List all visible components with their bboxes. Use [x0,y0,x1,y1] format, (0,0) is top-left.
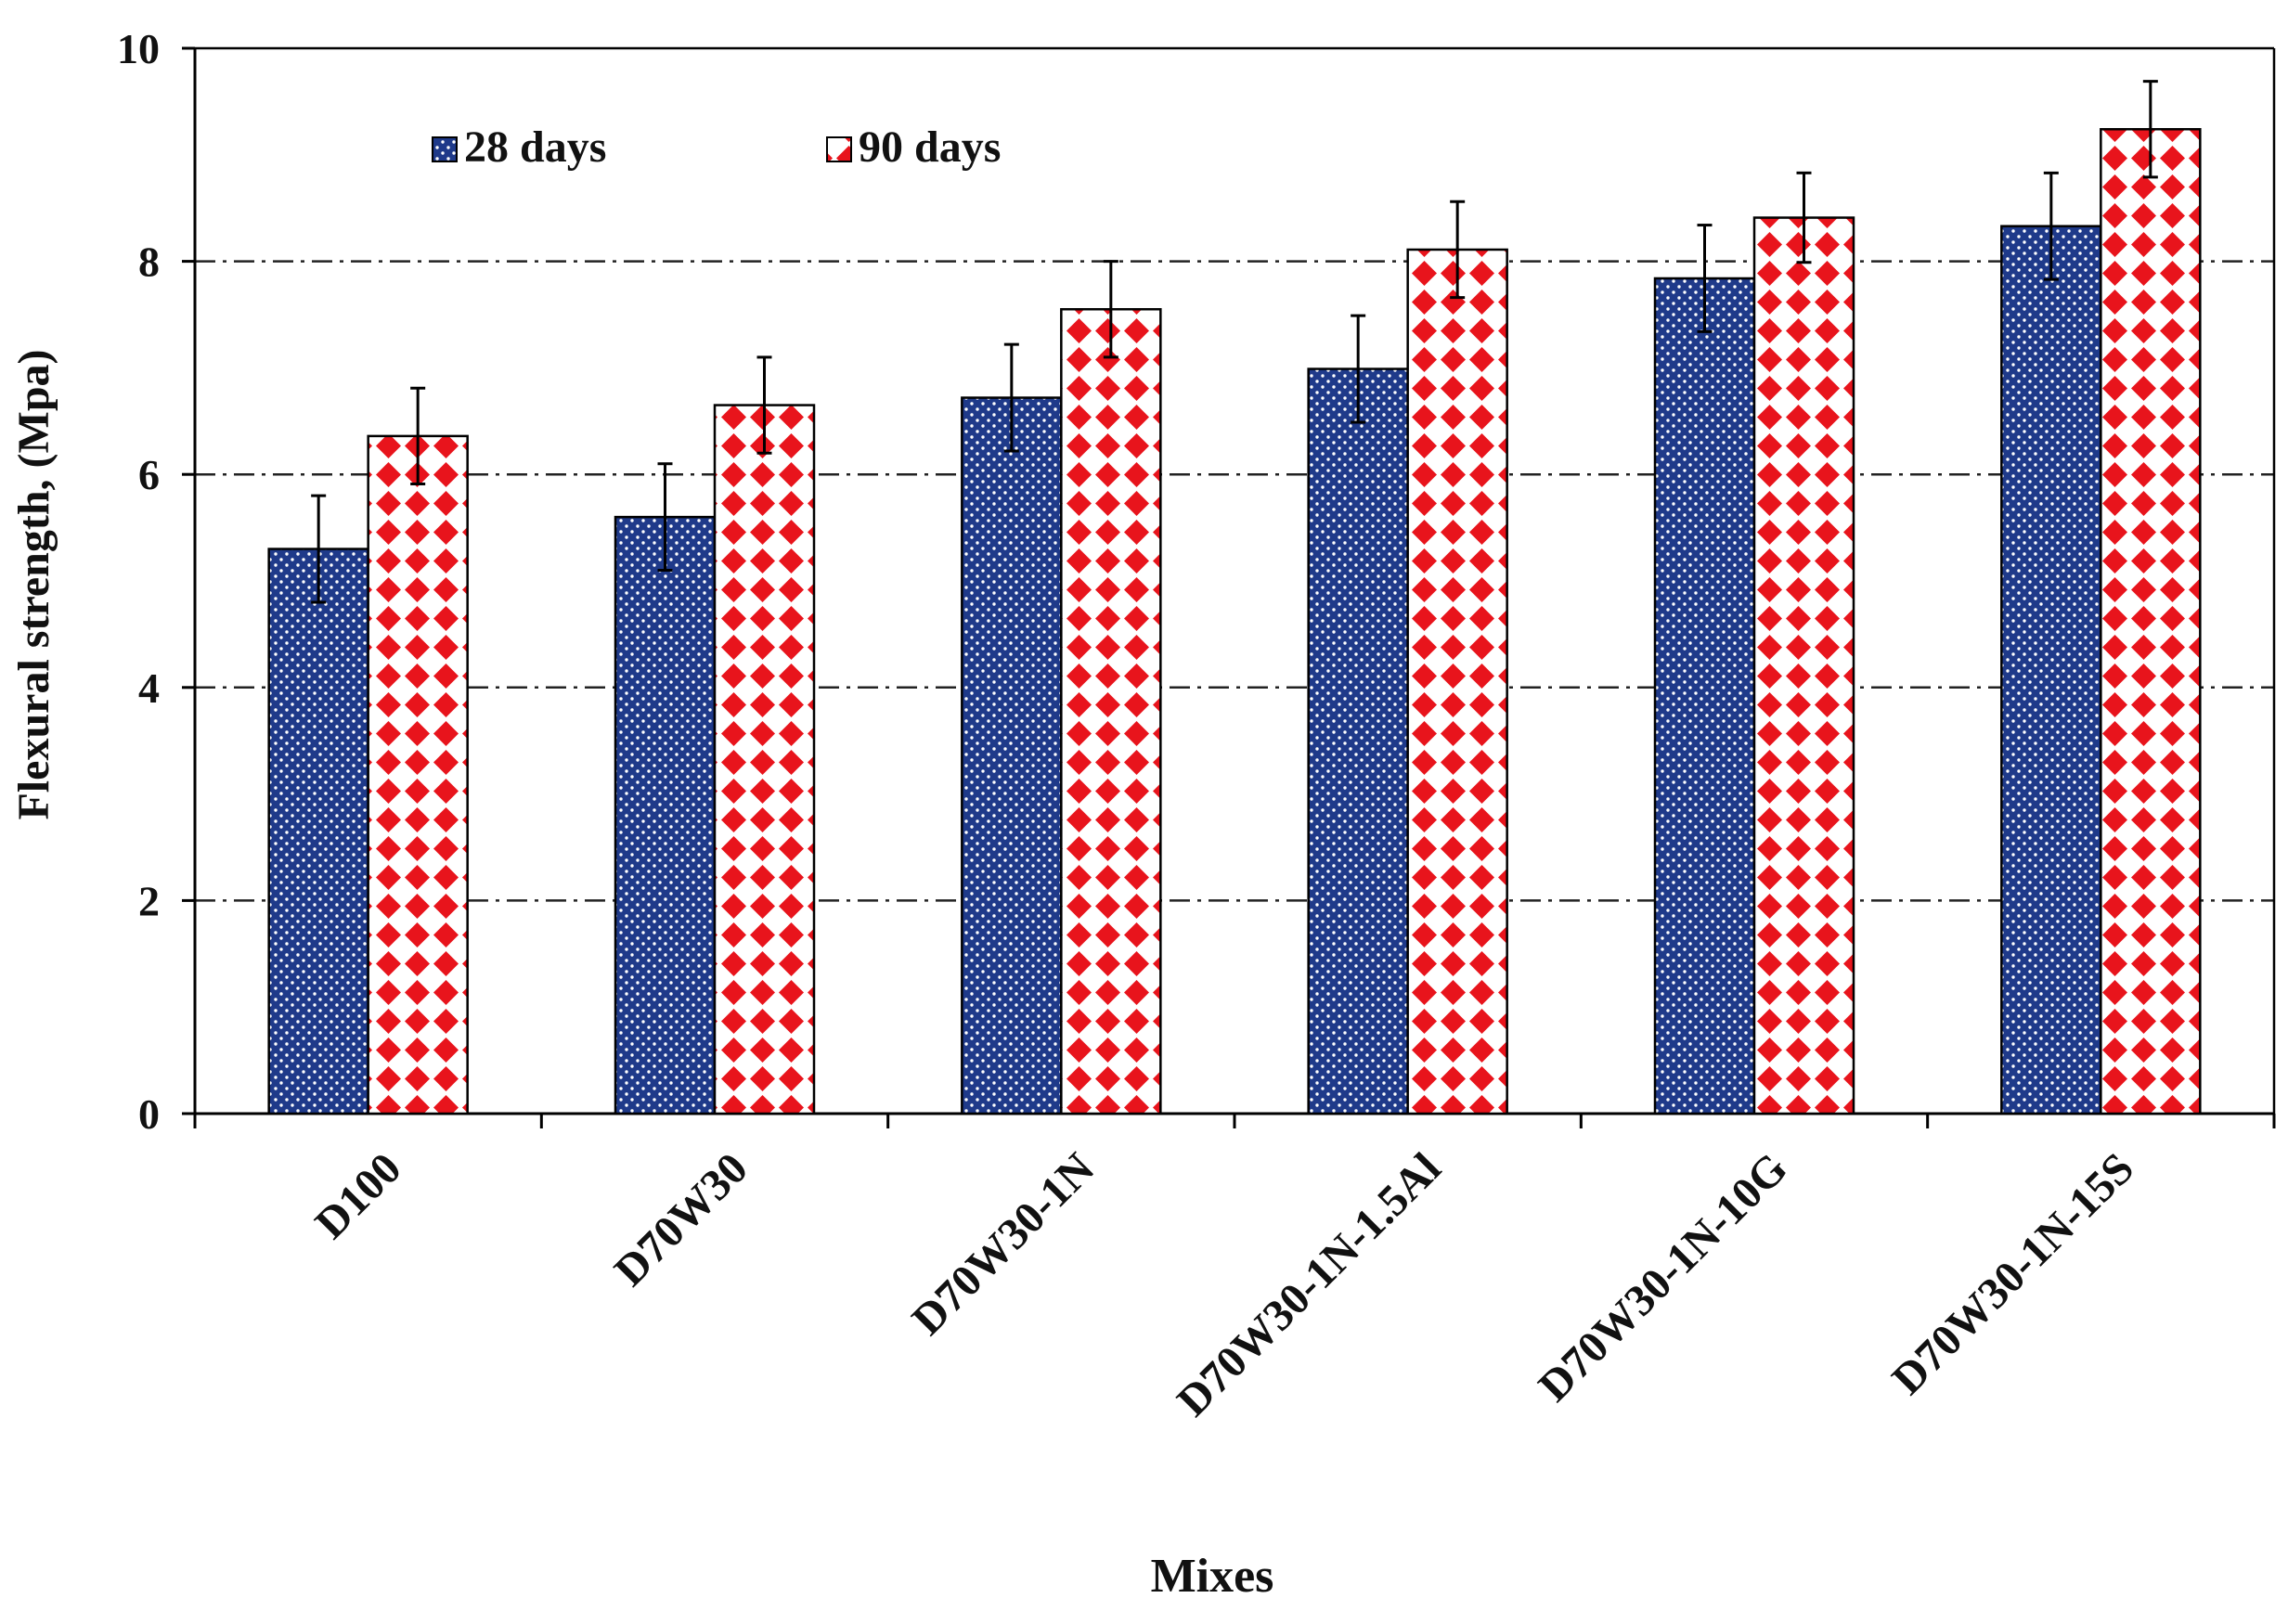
bar-90-days [1406,248,1508,1115]
y-tick-label: 2 [138,877,160,924]
legend-swatch-28-days [432,136,458,162]
y-tick-label: 0 [138,1090,160,1138]
y-tick-label: 8 [138,238,160,286]
bar-28-days [961,396,1063,1115]
bar-28-days [1653,277,1756,1115]
plot-frame [193,46,2276,1115]
bar-90-days [1060,308,1162,1115]
legend-label-28-days: 28 days [464,122,606,172]
bar-28-days [1307,367,1409,1115]
error-bars [311,80,2158,604]
category-label: D70W30-1N [903,1143,1105,1345]
y-ticks: 0 2 4 6 8 10 [117,25,195,1138]
bar-90-days [367,434,469,1115]
x-axis-title: Mixes [1151,1550,1274,1603]
bar-28-days [614,515,717,1115]
category-labels: D100 D70W30 D70W30-1N D70W30-1N-1.5Al D70W30… [306,1143,2144,1426]
y-axis-title: Flexural strength, (Mpa) [9,349,58,819]
category-label: D70W30 [605,1143,757,1295]
category-label: D70W30-1N-10G [1530,1143,1797,1411]
bar-28-days [267,548,369,1115]
y-tick-label: 6 [138,451,160,498]
grid-lines [195,260,2274,902]
bar-90-days [1752,216,1855,1115]
bars [267,127,2202,1115]
legend: 28 days 90 days [432,122,1001,172]
category-label: D70W30-1N-1.5Al [1168,1143,1450,1425]
legend-swatch-90-days [826,136,852,162]
bar-90-days [2100,127,2202,1115]
y-tick-label: 4 [138,664,160,712]
bar-28-days [2000,225,2102,1115]
bar-90-days [713,404,816,1115]
y-tick-label: 10 [117,25,160,72]
legend-label-90-days: 90 days [859,122,1001,172]
category-label: D70W30-1N-15S [1882,1143,2143,1404]
x-ticks [193,1114,2276,1128]
category-label: D100 [306,1143,411,1248]
